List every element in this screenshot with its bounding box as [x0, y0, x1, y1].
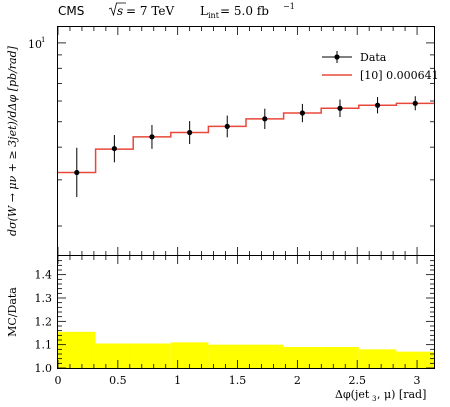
- data-point: [74, 147, 80, 198]
- data-point-marker: [262, 116, 268, 122]
- ratio-band-bin: [321, 347, 359, 368]
- data-point: [374, 97, 381, 114]
- main-y-axis-label: dσ(W → μν + ≥ 3jet)/dΔφ [pb/rad]: [6, 45, 19, 236]
- ratio-band: [58, 331, 434, 368]
- energy-label: s = 7 TeV: [108, 2, 174, 18]
- lumi-symbol: L: [200, 4, 208, 18]
- data-point-marker: [224, 123, 230, 130]
- x-tick-label: 2: [294, 374, 301, 387]
- data-point-marker: [337, 105, 343, 111]
- data-point-marker: [187, 129, 193, 136]
- data-point-marker: [111, 145, 117, 152]
- ratio-y-tick-label: 1.4: [35, 269, 53, 282]
- data-point: [412, 96, 418, 111]
- ratio-y-tick-label: 1.0: [35, 362, 53, 375]
- data-point-marker: [412, 100, 418, 106]
- x-axis-label-sub: 3: [372, 395, 376, 403]
- legend-data-marker: [322, 51, 352, 63]
- sqrt-sign-icon: [108, 2, 126, 17]
- main-x-ticks: [57, 27, 418, 255]
- data-point: [224, 115, 230, 138]
- ratio-band-bin: [283, 347, 322, 368]
- data-point: [262, 108, 268, 130]
- x-tick-label: 0.5: [109, 374, 127, 387]
- x-axis-label: Δφ(jet 3 , μ) [rad]: [335, 388, 426, 403]
- x-tick-label: 1: [174, 374, 181, 387]
- energy-symbol: s: [117, 4, 123, 18]
- ytick-label-exp: 1: [41, 36, 45, 44]
- data-point: [299, 103, 305, 123]
- ratio-y-tick-label: 1.3: [35, 292, 53, 305]
- lumi-subscript: int: [208, 11, 220, 20]
- main-y-tick-label: 10 1: [28, 36, 45, 51]
- ratio-band-bin: [358, 349, 397, 368]
- x-tick-label: 2.5: [348, 374, 366, 387]
- lumi-superscript: −1: [283, 2, 295, 11]
- ratio-ticks: [57, 256, 434, 369]
- ratio-y-axis-label: MC/Data: [6, 287, 19, 337]
- data-point-marker: [149, 134, 155, 140]
- energy-value: = 7 TeV: [126, 4, 174, 18]
- ratio-plot-frame: [57, 255, 435, 369]
- ratio-band-bin: [133, 343, 171, 368]
- ratio-band-bin: [396, 351, 434, 368]
- legend: Data [10] 0.000641: [322, 51, 439, 82]
- x-tick-label: 3: [414, 374, 421, 387]
- data-point-marker: [374, 102, 381, 108]
- x-tick-label: 1.5: [229, 374, 247, 387]
- ratio-band-bin: [58, 331, 96, 368]
- ratio-band-bin: [95, 343, 134, 368]
- ratio-band-bin: [170, 342, 209, 368]
- ratio-y-tick-labels: 1.0 1.1 1.2 1.3 1.4: [35, 269, 53, 375]
- data-point: [111, 135, 117, 163]
- experiment-label: CMS: [58, 4, 84, 18]
- lumi-value: = 5.0 fb: [220, 4, 269, 18]
- data-point-marker: [74, 169, 80, 176]
- ytick-label-base: 10: [28, 38, 42, 51]
- data-point: [149, 124, 155, 149]
- legend-mc-label: [10] 0.000641: [360, 69, 439, 82]
- ratio-y-tick-label: 1.2: [35, 315, 53, 328]
- main-y-ticks: [58, 42, 434, 227]
- legend-data-label: Data: [360, 51, 387, 64]
- x-axis-label-end: , μ) [rad]: [377, 388, 426, 401]
- data-point: [187, 121, 193, 145]
- mc-prediction-line: [58, 102, 434, 174]
- data-point: [337, 99, 343, 118]
- data-point-marker: [299, 110, 305, 116]
- x-tick-label: 0: [55, 374, 62, 387]
- data-points: [74, 96, 418, 198]
- ratio-band-bin: [245, 344, 284, 368]
- ratio-y-tick-label: 1.1: [35, 339, 53, 352]
- luminosity-label: L int = 5.0 fb −1: [200, 2, 295, 20]
- x-axis-label-main: Δφ(jet: [335, 388, 370, 401]
- ratio-x-tick-labels: 0 0.5 1 1.5 2 2.5 3: [55, 374, 421, 387]
- ratio-band-bin: [208, 344, 246, 368]
